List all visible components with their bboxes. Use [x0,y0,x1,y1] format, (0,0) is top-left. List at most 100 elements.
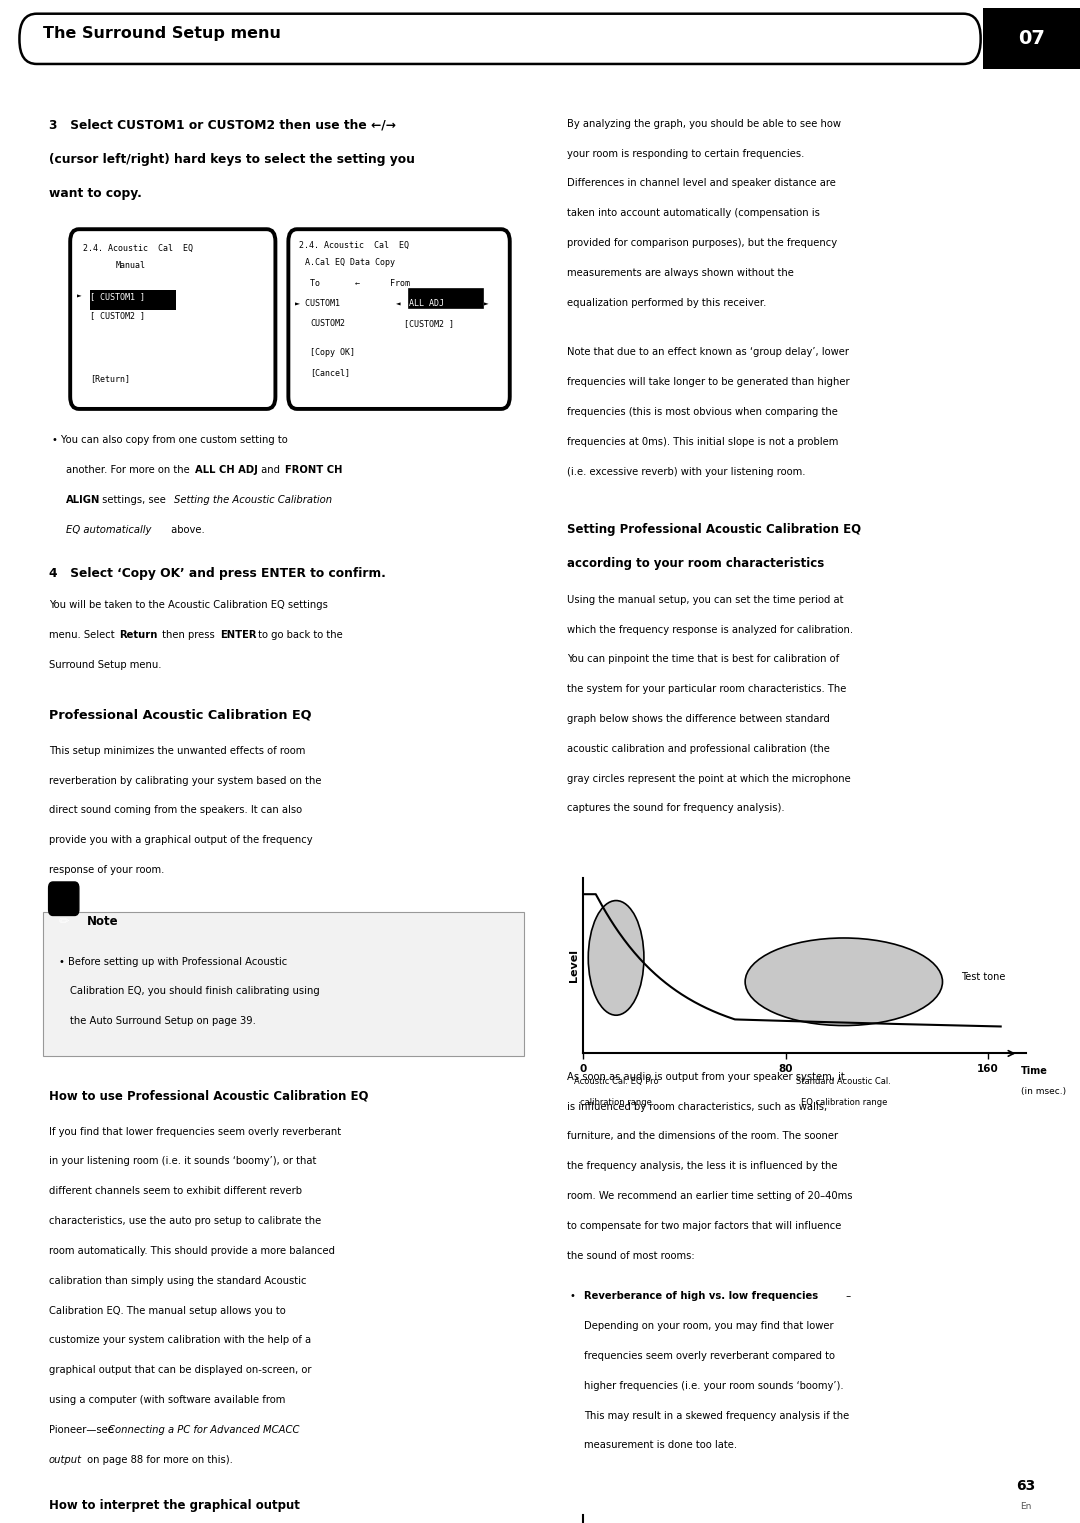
Text: higher frequencies (i.e. your room sounds ‘boomy’).: higher frequencies (i.e. your room sound… [584,1381,843,1390]
Text: on page 88 for more on this).: on page 88 for more on this). [84,1454,233,1465]
Text: calibration than simply using the standard Acoustic: calibration than simply using the standa… [49,1276,306,1285]
Text: ✏: ✏ [58,915,69,929]
Text: FRONT CH: FRONT CH [285,465,342,475]
Text: (i.e. excessive reverb) with your listening room.: (i.e. excessive reverb) with your listen… [567,466,806,477]
Text: [CUSTOM2 ]: [CUSTOM2 ] [404,320,454,327]
Text: output: output [49,1454,82,1465]
Text: Manual: Manual [116,262,146,270]
Text: which the frequency response is analyzed for calibration.: which the frequency response is analyzed… [567,624,853,635]
Text: Acoustic Cal. EQ Pro: Acoustic Cal. EQ Pro [573,1077,659,1086]
Text: EQ calibration range: EQ calibration range [800,1098,887,1107]
Text: How to use Professional Acoustic Calibration EQ: How to use Professional Acoustic Calibra… [49,1089,368,1103]
Text: gray circles represent the point at which the microphone: gray circles represent the point at whic… [567,774,851,783]
Text: above.: above. [168,525,205,535]
Text: Professional Acoustic Calibration EQ: Professional Acoustic Calibration EQ [49,708,311,722]
Text: Depending on your room, you may find that lower: Depending on your room, you may find tha… [584,1322,834,1331]
Text: response of your room.: response of your room. [49,865,164,874]
Text: the system for your particular room characteristics. The: the system for your particular room char… [567,684,847,694]
FancyBboxPatch shape [983,8,1080,69]
Text: equalization performed by this receiver.: equalization performed by this receiver. [567,297,767,308]
Text: ALL ADJ: ALL ADJ [409,300,444,308]
Text: If you find that lower frequencies seem overly reverberant: If you find that lower frequencies seem … [49,1127,340,1136]
Text: characteristics, use the auto pro setup to calibrate the: characteristics, use the auto pro setup … [49,1215,321,1226]
FancyBboxPatch shape [90,289,176,311]
Text: acoustic calibration and professional calibration (the: acoustic calibration and professional ca… [567,743,829,754]
Text: –: – [843,1292,852,1302]
Text: Calibration EQ. The manual setup allows you to: Calibration EQ. The manual setup allows … [49,1305,285,1316]
Ellipse shape [745,938,943,1025]
Text: Time: Time [1021,1066,1048,1077]
Text: EQ automatically: EQ automatically [66,525,151,535]
Text: Standard Acoustic Cal.: Standard Acoustic Cal. [796,1077,891,1086]
Text: ►: ► [77,292,81,300]
Text: Setting Professional Acoustic Calibration EQ: Setting Professional Acoustic Calibratio… [567,522,861,536]
Text: ENTER: ENTER [220,631,257,640]
Text: Pioneer—see: Pioneer—see [49,1426,117,1435]
Text: graph below shows the difference between standard: graph below shows the difference between… [567,714,829,723]
Text: 3   Select CUSTOM1 or CUSTOM2 then use the ←/→: 3 Select CUSTOM1 or CUSTOM2 then use the… [49,119,395,133]
Text: ALIGN: ALIGN [66,495,100,506]
Text: measurements are always shown without the: measurements are always shown without th… [567,268,794,277]
Text: Note that due to an effect known as ‘group delay’, lower: Note that due to an effect known as ‘gro… [567,347,849,358]
Text: This may result in a skewed frequency analysis if the: This may result in a skewed frequency an… [584,1410,850,1421]
Text: in your listening room (i.e. it sounds ‘boomy’), or that: in your listening room (i.e. it sounds ‘… [49,1156,316,1167]
Text: to compensate for two major factors that will influence: to compensate for two major factors that… [567,1221,841,1231]
Text: 2.4. Acoustic  Cal  EQ: 2.4. Acoustic Cal EQ [83,244,193,253]
Text: room. We recommend an earlier time setting of 20–40ms: room. We recommend an earlier time setti… [567,1191,852,1202]
Text: (cursor left/right) hard keys to select the setting you: (cursor left/right) hard keys to select … [49,152,415,166]
Text: Calibration EQ, you should finish calibrating using: Calibration EQ, you should finish calibr… [70,987,320,996]
Text: direct sound coming from the speakers. It can also: direct sound coming from the speakers. I… [49,806,301,815]
Text: measurement is done too late.: measurement is done too late. [584,1441,738,1450]
Text: • You can also copy from one custom setting to: • You can also copy from one custom sett… [52,436,287,445]
Text: then press: then press [159,631,218,640]
Y-axis label: Level: Level [569,949,579,982]
Text: This setup minimizes the unwanted effects of room: This setup minimizes the unwanted effect… [49,746,305,755]
Text: calibration range: calibration range [580,1098,652,1107]
Text: The Surround Setup menu: The Surround Setup menu [43,26,281,41]
Text: furniture, and the dimensions of the room. The sooner: furniture, and the dimensions of the roo… [567,1132,838,1141]
Text: ►: ► [484,300,488,308]
Text: taken into account automatically (compensation is: taken into account automatically (compen… [567,209,820,218]
Text: 4   Select ‘Copy OK’ and press ENTER to confirm.: 4 Select ‘Copy OK’ and press ENTER to co… [49,567,386,580]
Text: [Copy OK]: [Copy OK] [310,349,355,356]
Text: 2.4. Acoustic  Cal  EQ: 2.4. Acoustic Cal EQ [299,241,409,250]
Text: Setting the Acoustic Calibration: Setting the Acoustic Calibration [174,495,332,506]
Text: CUSTOM2: CUSTOM2 [310,320,345,327]
FancyBboxPatch shape [43,912,524,1055]
Text: the Auto Surround Setup on page 39.: the Auto Surround Setup on page 39. [70,1016,256,1027]
Text: provide you with a graphical output of the frequency: provide you with a graphical output of t… [49,835,312,845]
Text: graphical output that can be displayed on-screen, or: graphical output that can be displayed o… [49,1365,311,1375]
Text: frequencies (this is most obvious when comparing the: frequencies (this is most obvious when c… [567,407,838,417]
Text: your room is responding to certain frequencies.: your room is responding to certain frequ… [567,149,805,158]
Text: Return: Return [119,631,158,640]
Text: and: and [258,465,283,475]
Text: menu. Select: menu. Select [49,631,118,640]
Text: the sound of most rooms:: the sound of most rooms: [567,1250,694,1261]
Text: another. For more on the: another. For more on the [66,465,192,475]
Text: is influenced by room characteristics, such as walls,: is influenced by room characteristics, s… [567,1101,827,1112]
Text: (in msec.): (in msec.) [1021,1087,1066,1097]
Text: How to interpret the graphical output: How to interpret the graphical output [49,1499,299,1512]
Text: 07: 07 [1018,29,1044,47]
Text: ◄: ◄ [396,300,401,308]
Text: By analyzing the graph, you should be able to see how: By analyzing the graph, you should be ab… [567,119,841,129]
Text: As soon as audio is output from your speaker system, it: As soon as audio is output from your spe… [567,1072,845,1081]
Text: You can pinpoint the time that is best for calibration of: You can pinpoint the time that is best f… [567,655,839,664]
Text: frequencies at 0ms). This initial slope is not a problem: frequencies at 0ms). This initial slope … [567,437,838,446]
Text: [Return]: [Return] [90,373,130,382]
Text: Surround Setup menu.: Surround Setup menu. [49,659,161,670]
Text: You will be taken to the Acoustic Calibration EQ settings: You will be taken to the Acoustic Calibr… [49,600,327,609]
Text: 63: 63 [1016,1479,1036,1493]
Text: the frequency analysis, the less it is influenced by the: the frequency analysis, the less it is i… [567,1161,837,1171]
Text: • Before setting up with Professional Acoustic: • Before setting up with Professional Ac… [59,956,287,967]
Text: captures the sound for frequency analysis).: captures the sound for frequency analysi… [567,804,785,813]
Text: [Cancel]: [Cancel] [310,369,350,376]
Text: different channels seem to exhibit different reverb: different channels seem to exhibit diffe… [49,1186,301,1196]
Text: frequencies seem overly reverberant compared to: frequencies seem overly reverberant comp… [584,1351,835,1362]
FancyBboxPatch shape [409,289,483,309]
Text: Using the manual setup, you can set the time period at: Using the manual setup, you can set the … [567,594,843,605]
Text: En: En [1021,1502,1031,1511]
Text: Note: Note [86,915,118,929]
Text: [ CUSTOM2 ]: [ CUSTOM2 ] [90,312,145,320]
Text: [ CUSTOM1 ]: [ CUSTOM1 ] [90,292,145,300]
